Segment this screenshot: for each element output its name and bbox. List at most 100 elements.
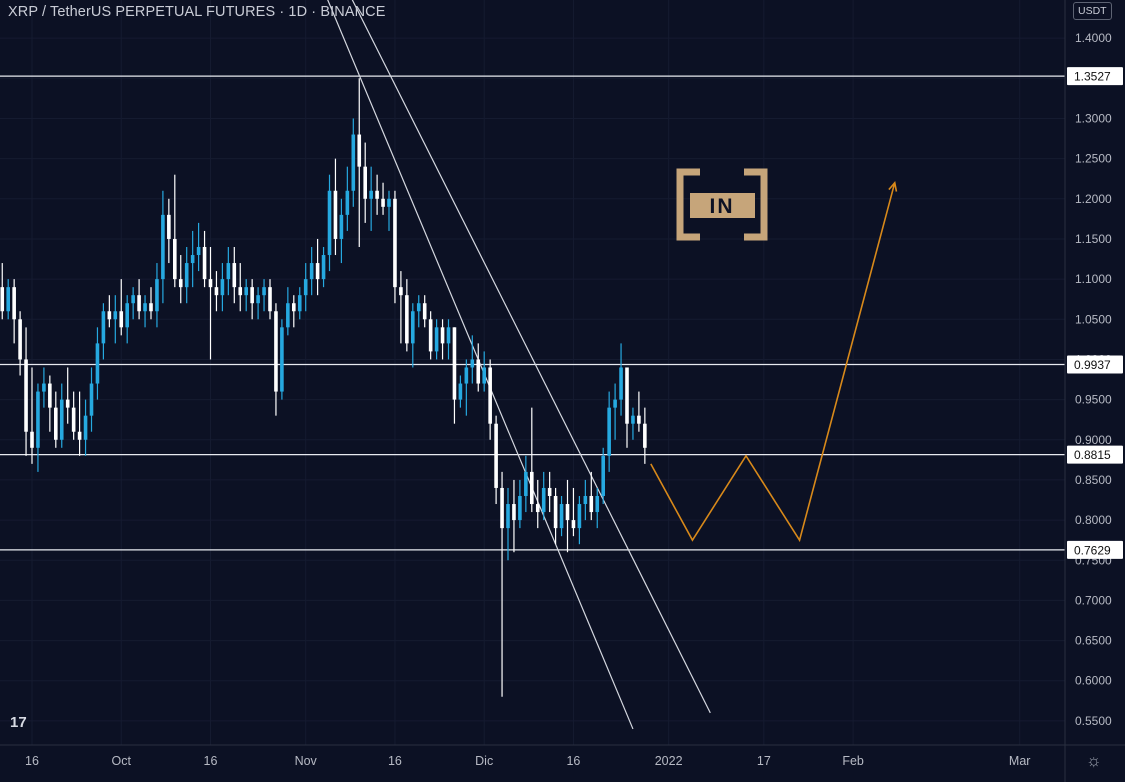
candle-body bbox=[512, 504, 516, 521]
candle-body bbox=[547, 487, 552, 496]
x-tick-label: 16 bbox=[25, 754, 39, 768]
candle-body bbox=[321, 255, 326, 280]
candle-body bbox=[0, 287, 5, 312]
candle-body bbox=[131, 295, 135, 304]
candle bbox=[411, 303, 415, 368]
candle bbox=[244, 279, 248, 312]
candle-body bbox=[262, 287, 266, 296]
price-tag bbox=[1067, 67, 1123, 86]
candle-body bbox=[553, 495, 558, 529]
candle bbox=[321, 246, 326, 288]
currency-button[interactable]: USDT bbox=[1073, 2, 1112, 20]
candle bbox=[583, 479, 588, 521]
candle bbox=[565, 479, 570, 553]
candle bbox=[71, 391, 76, 440]
candle-body bbox=[422, 303, 427, 320]
candle-body bbox=[30, 431, 34, 448]
candle-body bbox=[202, 246, 207, 280]
candle-body bbox=[363, 166, 367, 199]
candle bbox=[274, 303, 278, 416]
candle-body bbox=[220, 279, 225, 296]
price-tag bbox=[1067, 540, 1123, 559]
y-tick-label: 0.8000 bbox=[1075, 513, 1112, 527]
candle bbox=[547, 471, 552, 513]
chart-grid bbox=[0, 0, 1065, 745]
x-tick-label: 2022 bbox=[655, 754, 683, 768]
candle bbox=[107, 295, 112, 328]
y-tick-label: 0.9500 bbox=[1075, 393, 1112, 407]
candle-body bbox=[494, 423, 498, 488]
candle bbox=[256, 287, 260, 320]
candle bbox=[18, 311, 22, 376]
candle bbox=[446, 319, 451, 360]
tradingview-logo[interactable]: 17 bbox=[10, 714, 27, 731]
candle bbox=[327, 174, 332, 272]
candle-body bbox=[607, 407, 611, 456]
candle bbox=[113, 295, 118, 344]
candle-body bbox=[178, 279, 183, 288]
symbol-title: XRP / TetherUS PERPETUAL FUTURES · 1D · … bbox=[8, 4, 386, 20]
candle-body bbox=[280, 327, 284, 392]
gear-icon[interactable]: ☼ bbox=[1086, 751, 1102, 770]
candle bbox=[303, 263, 308, 312]
candle bbox=[161, 190, 165, 304]
candle bbox=[59, 383, 64, 448]
beincrypto-logo: IN bbox=[676, 168, 768, 241]
candle-body bbox=[571, 520, 576, 529]
candle bbox=[625, 367, 629, 448]
candle-body bbox=[54, 407, 58, 440]
candle bbox=[553, 487, 558, 545]
candle-body bbox=[488, 367, 492, 424]
candle-body bbox=[387, 198, 391, 207]
candle bbox=[65, 367, 70, 424]
candle bbox=[119, 279, 124, 336]
price-tag-label: 0.8815 bbox=[1074, 448, 1111, 462]
y-tick-label: 0.6500 bbox=[1075, 634, 1112, 648]
candle-body bbox=[393, 198, 397, 288]
candle bbox=[77, 391, 82, 456]
candle-body bbox=[565, 504, 570, 521]
candle bbox=[482, 351, 486, 392]
candle-body bbox=[577, 504, 582, 529]
candle bbox=[345, 166, 350, 231]
candle-body bbox=[113, 311, 118, 320]
candle-body bbox=[238, 287, 243, 296]
candle-body bbox=[613, 399, 617, 408]
y-tick-label: 0.5500 bbox=[1075, 714, 1112, 728]
candle-body bbox=[89, 383, 94, 416]
candle bbox=[494, 415, 498, 505]
candle bbox=[54, 391, 58, 448]
candle bbox=[440, 319, 445, 360]
candle-body bbox=[315, 263, 320, 280]
candle-body bbox=[345, 190, 350, 215]
candle bbox=[488, 359, 492, 440]
price-tag-label: 0.7629 bbox=[1074, 543, 1111, 557]
candle bbox=[541, 471, 546, 521]
x-tick-label: Feb bbox=[842, 754, 864, 768]
projection-path bbox=[650, 180, 898, 543]
candle bbox=[589, 471, 594, 521]
price-tag-label: 1.3527 bbox=[1074, 70, 1111, 84]
candle-body bbox=[369, 190, 373, 199]
price-tag bbox=[1067, 445, 1123, 464]
candle-body bbox=[65, 399, 70, 408]
x-tick-label: 16 bbox=[566, 754, 580, 768]
candle-body bbox=[351, 134, 356, 191]
candle-body bbox=[411, 311, 415, 344]
svg-text:IN: IN bbox=[710, 195, 735, 218]
candle bbox=[571, 487, 576, 537]
candle bbox=[214, 271, 219, 312]
candle bbox=[470, 335, 475, 384]
candle-body bbox=[77, 431, 82, 440]
candle bbox=[351, 118, 356, 207]
candle-body bbox=[601, 455, 605, 496]
candle bbox=[500, 471, 504, 697]
candle bbox=[518, 479, 522, 529]
y-tick-label: 1.2000 bbox=[1075, 192, 1112, 206]
candle-body bbox=[303, 279, 308, 296]
candle-body bbox=[226, 263, 231, 280]
y-tick-label: 1.3000 bbox=[1075, 111, 1112, 125]
candle bbox=[464, 359, 469, 416]
candle-body bbox=[286, 303, 290, 328]
